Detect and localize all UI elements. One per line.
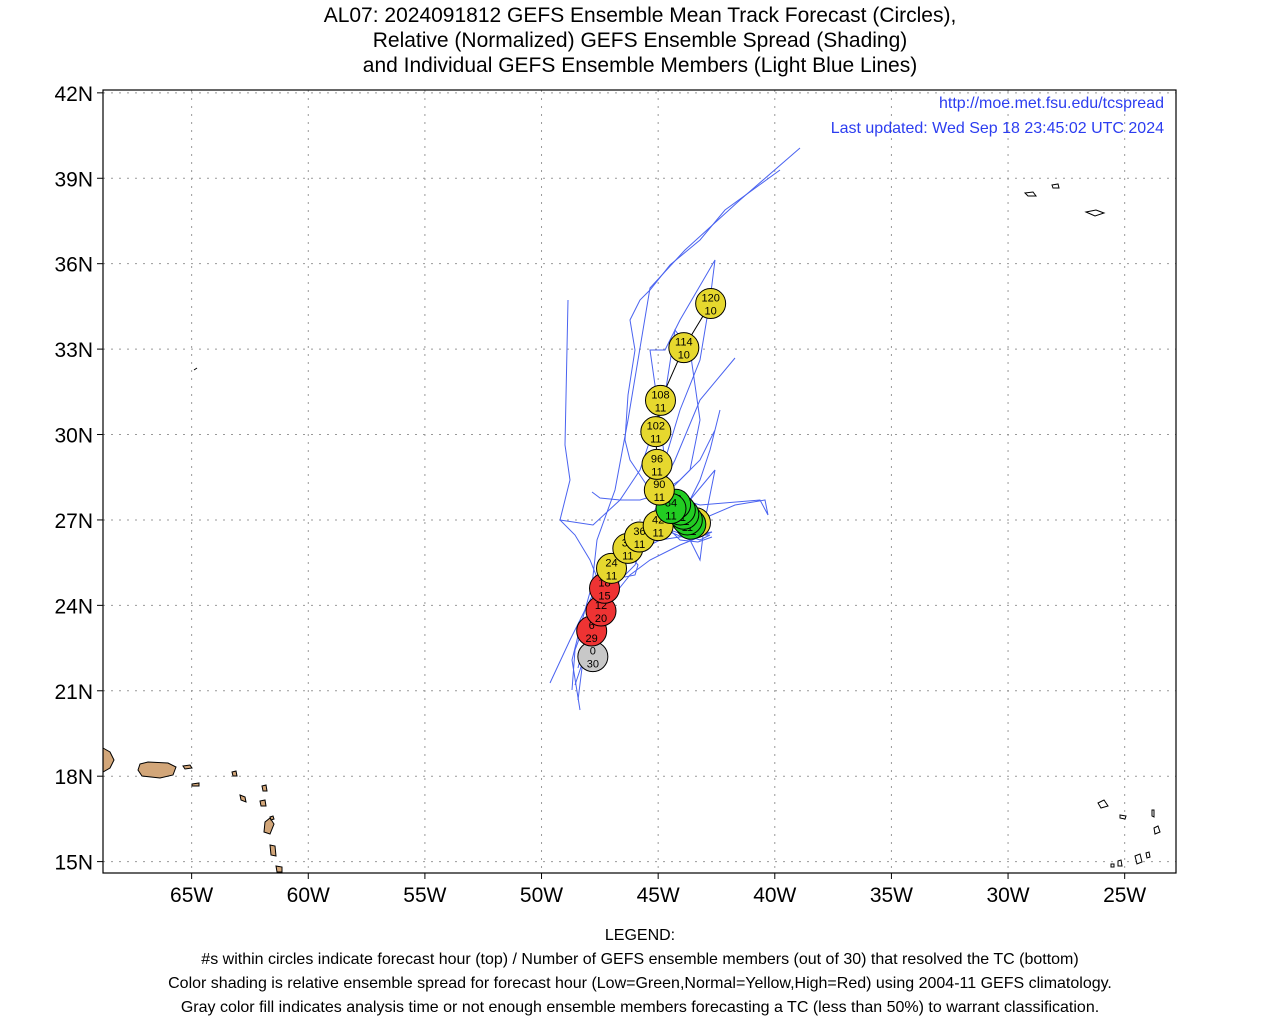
land-cape-verde-6 [1145, 851, 1151, 859]
forecast-circle-shape [695, 288, 727, 320]
forecast-hour-label: 108 [651, 389, 669, 401]
land-puerto-rico [137, 761, 177, 779]
member-count-label: 15 [598, 590, 610, 602]
land-islet-bermuda [193, 367, 198, 371]
forecast-hour-label: 96 [651, 453, 663, 465]
lon-tick-label: 50W [520, 884, 563, 907]
lon-tick-label: 45W [637, 884, 680, 907]
plot-frame [102, 89, 1177, 874]
lat-tick-label: 24N [54, 595, 93, 618]
member-count-label: 11 [651, 466, 662, 478]
forecast-circle-shape [668, 332, 700, 364]
land-island-8 [269, 844, 277, 857]
forecast-hour-label: 24 [605, 557, 617, 569]
chart-title: AL07: 2024091812 GEFS Ensemble Mean Trac… [0, 3, 1280, 78]
lon-tick-label: 35W [870, 884, 913, 907]
land-azores-1 [1023, 191, 1037, 197]
plot-area [103, 90, 1176, 873]
forecast-hour-label: 6 [589, 620, 595, 632]
forecast-circle-shape [640, 416, 672, 448]
member-count-label: 30 [587, 659, 599, 671]
forecast-hour-label: 120 [701, 293, 719, 305]
land-island-9 [275, 865, 283, 873]
member-count-label: 11 [665, 511, 676, 523]
lat-tick-label: 27N [54, 510, 93, 533]
forecast-hour-label: 114 [675, 337, 693, 349]
lat-tick-label: 18N [54, 766, 93, 789]
land-cape-verde-8 [1110, 863, 1115, 868]
land-azores-3 [1084, 209, 1106, 217]
lat-tick-label: 42N [54, 83, 93, 106]
lon-tick-label: 30W [986, 884, 1029, 907]
title-line-2: Relative (Normalized) GEFS Ensemble Spre… [372, 29, 908, 52]
forecast-hour-label: 90 [653, 479, 665, 491]
member-count-label: 10 [705, 306, 717, 318]
land-island-1 [182, 764, 193, 770]
lat-tick-label: 36N [54, 254, 93, 277]
lat-tick-label: 33N [54, 339, 93, 362]
title-line-1: AL07: 2024091812 GEFS Ensemble Mean Trac… [323, 4, 957, 27]
legend-line-shading: Color shading is relative ensemble sprea… [168, 975, 1112, 992]
legend-line-circles: #s within circles indicate forecast hour… [201, 951, 1079, 968]
source-url[interactable]: http://moe.met.fsu.edu/tcspread [939, 95, 1164, 112]
member-count-label: 20 [595, 613, 607, 625]
mean-track-circles: 0306291220181524113011361142114811541160… [576, 288, 727, 673]
member-count-label: 11 [606, 570, 617, 582]
lon-tick-label: 60W [287, 884, 330, 907]
lon-tick-label: 25W [1103, 884, 1146, 907]
member-track [559, 299, 601, 586]
land-cape-verde-4 [1153, 825, 1161, 835]
member-count-label: 11 [634, 539, 645, 551]
land-island-6 [259, 799, 267, 807]
land-cape-verde-1 [1097, 799, 1109, 809]
lat-tick-label: 30N [54, 425, 93, 448]
forecast-hour-label: 36 [633, 526, 645, 538]
title-line-3: and Individual GEFS Ensemble Members (Li… [362, 54, 918, 77]
land-azores-2 [1051, 183, 1060, 189]
land-masses [102, 183, 1161, 873]
member-track [664, 524, 713, 543]
member-count-label: 10 [678, 350, 690, 362]
land-island-10 [269, 815, 275, 821]
land-island-4 [239, 794, 247, 803]
member-count-label: 11 [650, 434, 661, 446]
land-cape-verde-2 [1119, 814, 1127, 820]
legend-line-gray: Gray color fill indicates analysis time … [180, 999, 1100, 1016]
forecast-circle-shape [644, 384, 676, 416]
member-count-label: 29 [586, 633, 598, 645]
last-updated: Last updated: Wed Sep 18 23:45:02 UTC 20… [831, 120, 1164, 137]
land-island-7 [263, 817, 275, 835]
land-island-5 [261, 784, 268, 792]
forecast-hour-label: 102 [647, 421, 665, 433]
lon-tick-label: 55W [403, 884, 446, 907]
land-island-2 [191, 782, 200, 787]
member-count-label: 11 [622, 550, 633, 562]
lon-tick-label: 65W [170, 884, 213, 907]
lon-tick-label: 40W [753, 884, 796, 907]
member-count-label: 11 [652, 528, 663, 540]
lat-tick-label: 15N [54, 852, 93, 875]
legend-heading: LEGEND: [604, 927, 676, 944]
member-track [571, 147, 801, 711]
lat-tick-label: 39N [54, 168, 93, 191]
member-count-label: 11 [654, 492, 665, 504]
member-count-label: 11 [655, 402, 666, 414]
legend: LEGEND: #s within circles indicate forec… [0, 924, 1280, 1020]
land-cape-verde-5 [1134, 853, 1143, 865]
axis-labels: 15N 18N 21N 24N 27N 30N 33N 36N 39N 42N 65W 60W 55W 5… [54, 83, 1146, 907]
lat-tick-label: 21N [54, 681, 93, 704]
land-cape-verde-7 [1117, 859, 1123, 867]
forecast-hour-label: 0 [590, 646, 596, 658]
forecast-circle-shape [641, 448, 673, 480]
land-cape-verde-3 [1151, 809, 1155, 818]
land-island-3 [231, 770, 238, 777]
